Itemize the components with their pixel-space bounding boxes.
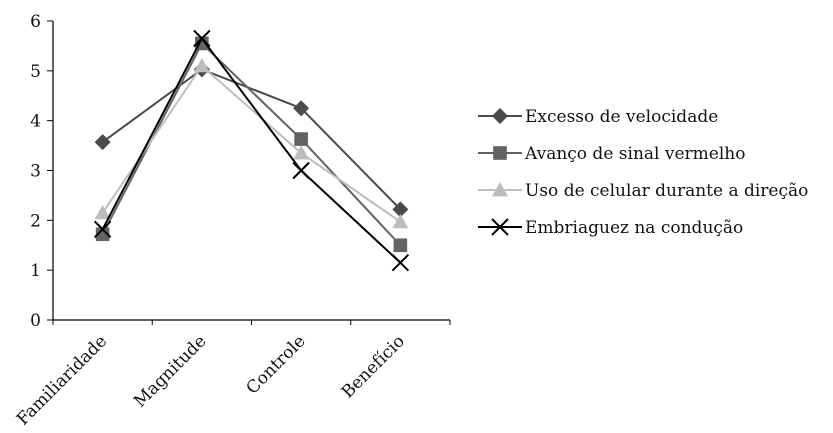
data-point <box>392 201 409 218</box>
y-tick-label: 4 <box>30 112 41 132</box>
series-2 <box>95 36 408 253</box>
data-point <box>293 145 310 160</box>
legend-label: Embriaguez na condução <box>525 218 743 238</box>
series-4 <box>93 29 410 272</box>
data-point <box>293 100 310 117</box>
x-tick-label: Magnitude <box>130 331 210 411</box>
x-tick-label: Benefício <box>338 331 409 402</box>
legend-item: Embriaguez na condução <box>478 218 743 238</box>
series-line <box>101 36 402 264</box>
y-tick-label: 6 <box>30 12 41 32</box>
data-point <box>193 57 210 73</box>
data-point <box>292 161 310 180</box>
data-point <box>391 253 410 272</box>
legend-label: Excesso de velocidade <box>525 107 718 127</box>
legend-item: Avanço de sinal vermelho <box>478 144 745 164</box>
series-line <box>102 68 402 211</box>
y-tick-label: 1 <box>30 261 41 281</box>
legend-item: Excesso de velocidade <box>478 107 718 127</box>
series-layer <box>93 29 410 272</box>
legend-marker <box>492 108 508 124</box>
legend-marker <box>491 218 509 236</box>
y-tick-label: 5 <box>30 62 41 82</box>
legend-label: Uso de celular durante a direção <box>525 181 808 201</box>
data-point <box>94 134 111 151</box>
data-point <box>95 227 110 242</box>
y-tick-label: 3 <box>30 162 41 182</box>
series-3 <box>94 57 409 229</box>
data-point <box>93 220 112 239</box>
data-point <box>94 204 111 220</box>
x-tick-label: Familiaridade <box>13 331 111 429</box>
x-tick-label: Controle <box>243 331 310 398</box>
y-tick-label: 0 <box>30 311 41 331</box>
data-point <box>193 29 211 48</box>
axes: 0 1 2 3 4 5 6 Familiaridade Magnitude Controle Ben… <box>13 12 451 430</box>
legend: Excesso de velocidade Avanço de sinal ver… <box>478 107 808 238</box>
series-line <box>101 64 401 223</box>
legend-label: Avanço de sinal vermelho <box>524 144 745 164</box>
legend-marker <box>492 182 508 197</box>
data-point <box>392 213 409 229</box>
legend-item: Uso de celular durante a direção <box>478 181 808 201</box>
y-tick-label: 2 <box>30 211 41 231</box>
data-point <box>393 238 408 253</box>
data-point <box>294 132 308 146</box>
legend-marker <box>493 146 507 160</box>
